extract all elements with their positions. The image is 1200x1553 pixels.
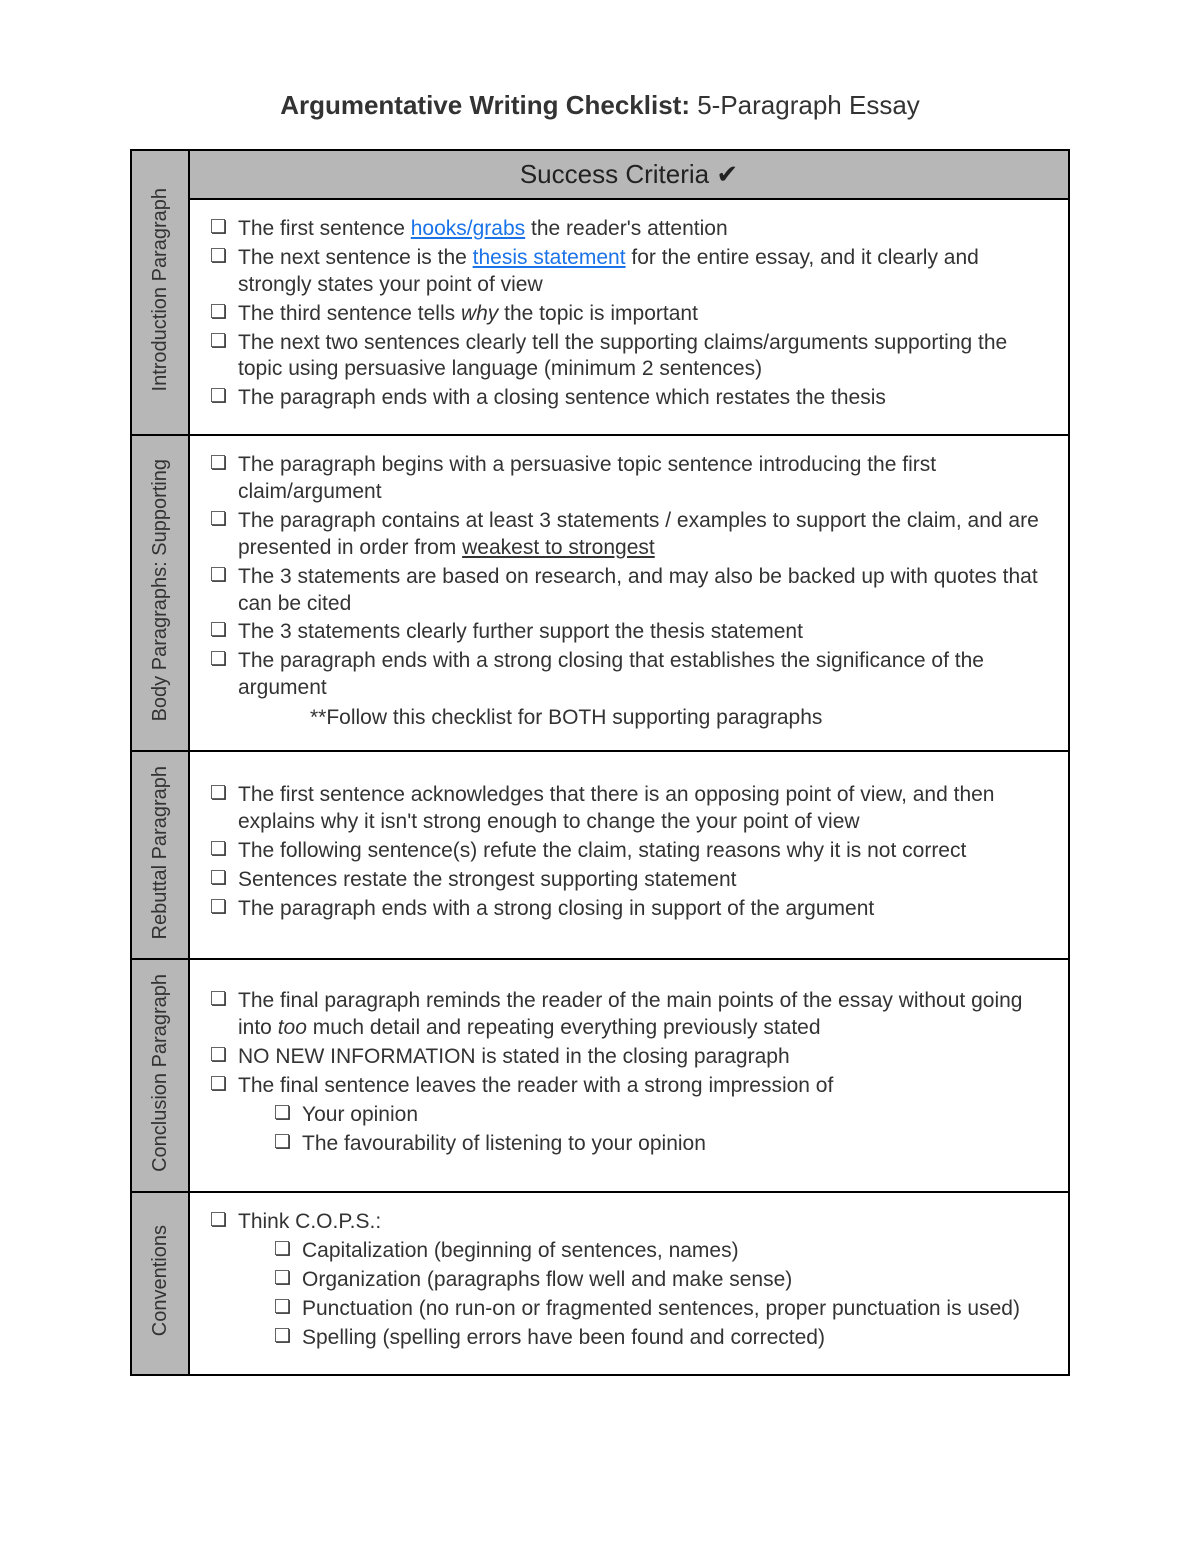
- section-label-introduction: Introduction Paragraph: [131, 150, 189, 435]
- checklist-subitem: Your opinion: [274, 1102, 1048, 1129]
- link-hooks-grabs[interactable]: hooks/grabs: [411, 217, 525, 240]
- item-text: much detail and repeating everything pre…: [307, 1016, 821, 1039]
- vlabel-text: Body Paragraphs: Supporting: [149, 445, 172, 735]
- checklist-subitem: Organization (paragraphs flow well and m…: [274, 1267, 1048, 1294]
- intro-list: The first sentence hooks/grabs the reade…: [210, 216, 1048, 412]
- checklist-subitem: Punctuation (no run-on or fragmented sen…: [274, 1296, 1048, 1323]
- conclusion-list: The final paragraph reminds the reader o…: [210, 988, 1048, 1157]
- checklist-item: Sentences restate the strongest supporti…: [210, 867, 1048, 894]
- checklist-item: The paragraph ends with a strong closing…: [210, 648, 1048, 702]
- success-criteria-header: Success Criteria ✔: [189, 150, 1069, 199]
- section-label-conventions: Conventions: [131, 1192, 189, 1374]
- conventions-list: Think C.O.P.S.: Capitalization (beginnin…: [210, 1209, 1048, 1351]
- checklist-item: The following sentence(s) refute the cla…: [210, 838, 1048, 865]
- item-text: Think C.O.P.S.:: [238, 1210, 381, 1233]
- checklist-item: NO NEW INFORMATION is stated in the clos…: [210, 1044, 1048, 1071]
- vlabel-text: Conclusion Paragraph: [149, 960, 172, 1186]
- emphasis-weakest-strongest: weakest to strongest: [462, 536, 655, 559]
- item-text: The third sentence tells: [238, 302, 461, 325]
- vlabel-text: Rebuttal Paragraph: [149, 752, 172, 953]
- conclusion-content: The final paragraph reminds the reader o…: [189, 959, 1069, 1192]
- rebuttal-content: The first sentence acknowledges that the…: [189, 751, 1069, 959]
- item-text: The final sentence leaves the reader wit…: [238, 1074, 833, 1097]
- checklist-item: The 3 statements are based on research, …: [210, 564, 1048, 618]
- conclusion-sublist: Your opinion The favourability of listen…: [238, 1102, 1048, 1158]
- checklist-item: The paragraph ends with a strong closing…: [210, 896, 1048, 923]
- title-bold: Argumentative Writing Checklist:: [280, 90, 690, 120]
- item-text: the reader's attention: [525, 217, 727, 240]
- section-label-body: Body Paragraphs: Supporting: [131, 435, 189, 751]
- item-text: the topic is important: [498, 302, 698, 325]
- title-rest: 5-Paragraph Essay: [690, 90, 920, 120]
- checklist-item: The third sentence tells why the topic i…: [210, 301, 1048, 328]
- checklist-item: The final sentence leaves the reader wit…: [210, 1073, 1048, 1158]
- emphasis-why: why: [461, 302, 498, 325]
- checklist-subitem: Capitalization (beginning of sentences, …: [274, 1238, 1048, 1265]
- vlabel-text: Introduction Paragraph: [149, 174, 172, 405]
- conventions-content: Think C.O.P.S.: Capitalization (beginnin…: [189, 1192, 1069, 1374]
- checklist-item: The first sentence acknowledges that the…: [210, 782, 1048, 836]
- item-text: The first sentence: [238, 217, 411, 240]
- section-label-conclusion: Conclusion Paragraph: [131, 959, 189, 1192]
- document-page: Argumentative Writing Checklist: 5-Parag…: [0, 0, 1200, 1553]
- section-label-rebuttal: Rebuttal Paragraph: [131, 751, 189, 959]
- checklist-item: The paragraph ends with a closing senten…: [210, 385, 1048, 412]
- body-note: **Follow this checklist for BOTH support…: [210, 706, 1048, 730]
- rebuttal-list: The first sentence acknowledges that the…: [210, 782, 1048, 922]
- vlabel-text: Conventions: [149, 1211, 172, 1350]
- checklist-item: The 3 statements clearly further support…: [210, 619, 1048, 646]
- checklist-table: Introduction Paragraph Success Criteria …: [130, 149, 1070, 1376]
- body-content: The paragraph begins with a persuasive t…: [189, 435, 1069, 751]
- conventions-sublist: Capitalization (beginning of sentences, …: [238, 1238, 1048, 1352]
- checklist-item: The paragraph contains at least 3 statem…: [210, 508, 1048, 562]
- checklist-item: The paragraph begins with a persuasive t…: [210, 452, 1048, 506]
- checklist-subitem: The favourability of listening to your o…: [274, 1131, 1048, 1158]
- checklist-item: The next sentence is the thesis statemen…: [210, 245, 1048, 299]
- emphasis-too: too: [278, 1016, 307, 1039]
- checklist-subitem: Spelling (spelling errors have been foun…: [274, 1325, 1048, 1352]
- item-text: The next sentence is the: [238, 246, 473, 269]
- introduction-content: The first sentence hooks/grabs the reade…: [189, 199, 1069, 435]
- checklist-item: Think C.O.P.S.: Capitalization (beginnin…: [210, 1209, 1048, 1351]
- checklist-item: The next two sentences clearly tell the …: [210, 330, 1048, 384]
- page-title: Argumentative Writing Checklist: 5-Parag…: [130, 90, 1070, 121]
- checklist-item: The first sentence hooks/grabs the reade…: [210, 216, 1048, 243]
- link-thesis-statement[interactable]: thesis statement: [473, 246, 626, 269]
- checklist-item: The final paragraph reminds the reader o…: [210, 988, 1048, 1042]
- body-list: The paragraph begins with a persuasive t…: [210, 452, 1048, 702]
